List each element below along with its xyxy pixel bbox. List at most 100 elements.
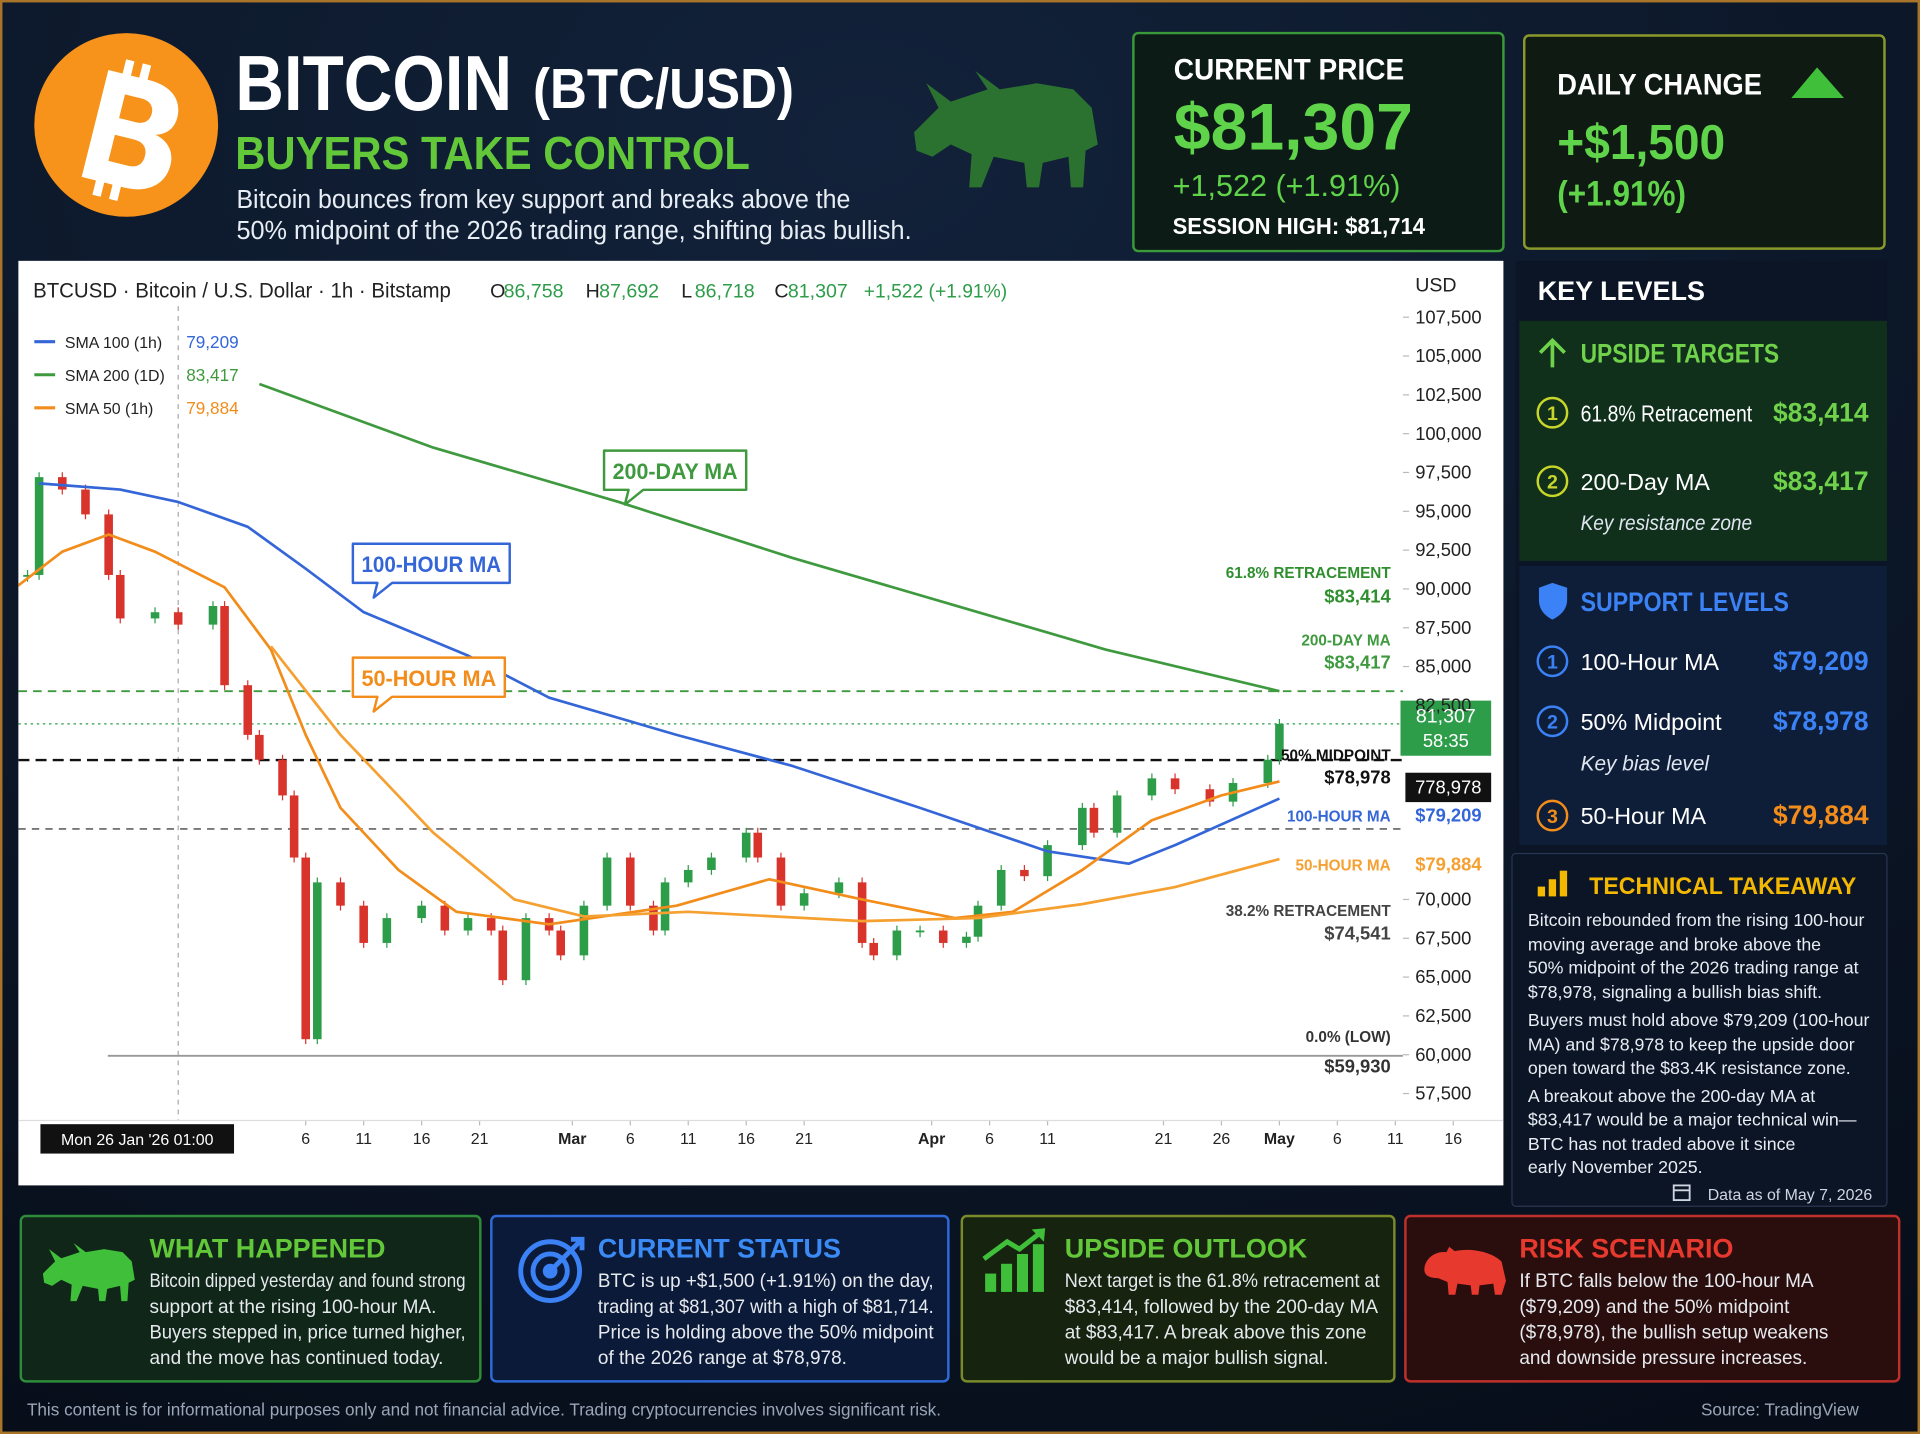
ohlc-key: O [490, 281, 505, 303]
x-tick-label: 16 [1444, 1131, 1462, 1148]
card [1404, 1214, 1901, 1383]
callout-label: 50-HOUR MA [361, 666, 496, 691]
candle [556, 930, 566, 956]
candle [486, 918, 496, 931]
candle [1043, 845, 1052, 877]
candle [23, 574, 32, 577]
card-title: UPSIDE OUTLOOK [1065, 1234, 1308, 1264]
chart-symbol: BTCUSD · Bitcoin / U.S. Dollar · 1h · Bi… [33, 280, 451, 303]
daily-change-label: DAILY CHANGE [1557, 68, 1762, 101]
session-high: SESSION HIGH: $81,714 [1173, 213, 1425, 239]
upside-panel [1519, 320, 1887, 561]
ohlc-key: C [774, 281, 788, 303]
candle [382, 918, 392, 943]
level-label: 50% MIDPOINT [1281, 747, 1391, 764]
x-tick-label: 26 [1213, 1131, 1231, 1148]
legend-name: SMA 50 (1h) [65, 401, 153, 418]
up-arrow-icon [1538, 337, 1566, 368]
level-value: $83,414 [1324, 586, 1391, 607]
y-tick-label: 107,500 [1415, 306, 1481, 327]
candle [1112, 795, 1122, 833]
ma-line [258, 382, 1280, 693]
ohlc-value: 86,758 [504, 281, 564, 303]
level-label: 38.2% RETRACEMENT [1226, 903, 1392, 920]
card-line: $83,414, followed by the 200-day MA [1065, 1297, 1379, 1318]
title: BITCOIN [235, 39, 512, 127]
x-tick-label: 16 [413, 1131, 431, 1148]
ma-line [38, 482, 1280, 866]
candle [463, 918, 473, 931]
level-number: 3 [1547, 806, 1558, 828]
candle [1263, 759, 1273, 784]
candle [301, 857, 311, 1040]
candle [962, 936, 971, 943]
candle [1078, 807, 1087, 846]
level-value: $79,884 [1773, 800, 1869, 830]
callout-box [351, 656, 507, 713]
card-line: Next target is the 61.8% retracement at [1065, 1271, 1381, 1292]
candle [1089, 807, 1099, 833]
takeaway-line: Buyers must hold above $79,209 (100-hour [1528, 1010, 1870, 1030]
bars-icon [1537, 870, 1568, 897]
up-triangle [1791, 67, 1845, 98]
level-value: $78,978 [1773, 706, 1869, 736]
bitcoin-symbol [81, 59, 179, 201]
cursor-tag-label: 778,978 [1415, 777, 1481, 798]
level-name: 50% Midpoint [1581, 709, 1723, 735]
candle [741, 832, 751, 858]
takeaway-line: moving average and broke above the [1528, 934, 1821, 954]
level-number-badge [1536, 799, 1569, 832]
annotation-label: 50-HOUR MA [1295, 858, 1390, 875]
takeaway-line: $83,417 would be a major technical win— [1528, 1109, 1857, 1129]
level-name: 50-Hour MA [1581, 803, 1707, 829]
candle [359, 905, 368, 943]
candle [289, 795, 299, 858]
candle [1020, 869, 1029, 877]
price-tag-label: 81,307 [1416, 706, 1476, 728]
candle [996, 869, 1006, 906]
card-line: BTC is up +$1,500 (+1.91%) on the day, [598, 1271, 934, 1292]
source: Source: TradingView [1701, 1400, 1859, 1420]
takeaway-line: A breakout above the 200-day MA at [1528, 1086, 1815, 1106]
y-tick-label: 85,000 [1415, 656, 1471, 677]
annotation-price: $79,884 [1415, 854, 1482, 875]
level-number: 1 [1547, 652, 1558, 674]
ohlc-value: 87,692 [599, 281, 659, 303]
candle [799, 893, 809, 906]
y-tick-label: 92,500 [1415, 539, 1471, 560]
annotation-label: 100-HOUR MA [1287, 809, 1391, 826]
card-title: RISK SCENARIO [1519, 1234, 1733, 1264]
y-tick-label: 62,500 [1415, 1005, 1471, 1026]
level-label: 61.8% RETRACEMENT [1226, 565, 1392, 582]
level-number: 1 [1547, 403, 1558, 425]
y-tick-label: 90,000 [1415, 578, 1471, 599]
x-tick-label: 21 [795, 1131, 813, 1148]
level-value: $83,414 [1773, 397, 1869, 427]
daily-change-box [1523, 34, 1886, 250]
candle [440, 905, 450, 931]
crosshair-label: Mon 26 Jan '26 01:00 [61, 1132, 214, 1149]
x-tick-label: May [1264, 1131, 1295, 1148]
level-number: 2 [1547, 712, 1558, 734]
x-tick-label: 21 [1155, 1131, 1173, 1148]
candle [278, 759, 287, 796]
callout-box [602, 449, 748, 506]
x-tick-label: 11 [1387, 1131, 1404, 1148]
x-tick-label: 11 [1039, 1131, 1056, 1148]
data-date: Data as of May 7, 2026 [1708, 1187, 1873, 1204]
card-line: support at the rising 100-hour MA. [149, 1297, 436, 1318]
level-number-badge [1536, 465, 1569, 498]
level-name: 100-Hour MA [1581, 649, 1720, 675]
card-line: and the move has continued today. [149, 1348, 443, 1369]
card-line: at $83,417. A break above this zone [1065, 1322, 1367, 1343]
card-line: Price is holding above the 50% midpoint [598, 1322, 934, 1343]
takeaway-line: BTC has not traded above it since [1528, 1134, 1796, 1154]
daily-change-percent: (+1.91%) [1557, 174, 1686, 214]
takeaway-line: early November 2025. [1528, 1157, 1703, 1177]
ma-line [269, 645, 1280, 923]
current-price-box [1132, 31, 1505, 253]
level-value: $59,930 [1324, 1056, 1390, 1077]
takeaway-panel [1511, 852, 1888, 1207]
level-value: $78,978 [1324, 767, 1390, 788]
